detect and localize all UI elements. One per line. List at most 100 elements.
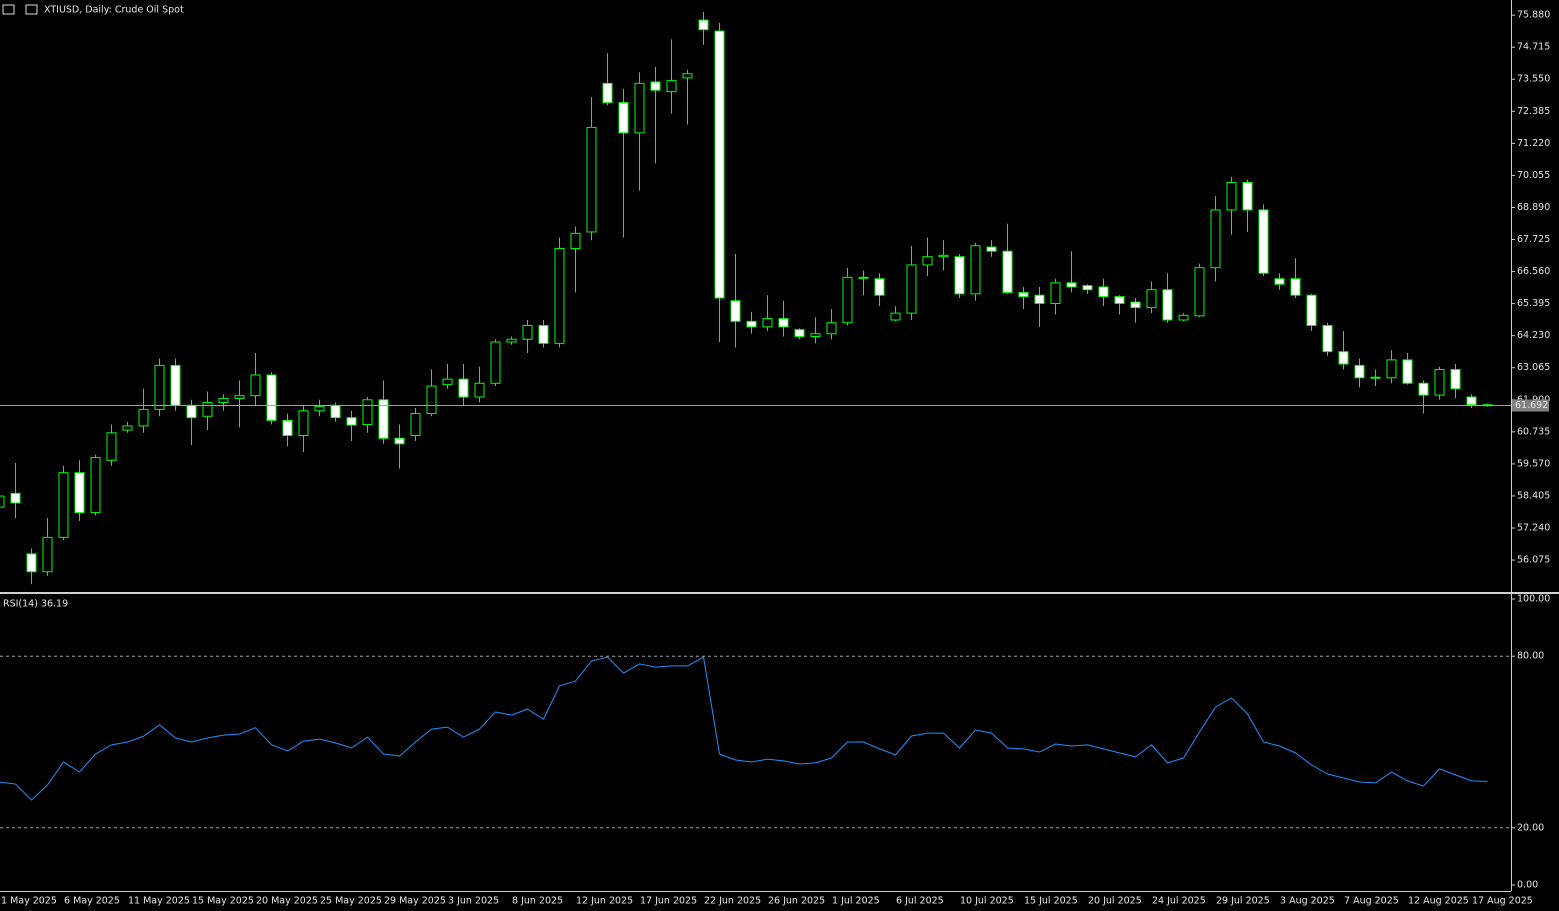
candle-body xyxy=(474,382,485,398)
y-tick-label: 20.00 xyxy=(1517,822,1544,833)
candle-body xyxy=(122,425,133,431)
indicator-title: RSI(14) 36.19 xyxy=(3,599,68,610)
price-label-box xyxy=(1512,399,1549,412)
candle-body xyxy=(154,364,165,410)
candle-body xyxy=(1050,282,1061,304)
candle-body xyxy=(1210,209,1221,269)
x-tick-label: 24 Jul 2025 xyxy=(1152,896,1206,907)
candle-body xyxy=(1034,294,1045,304)
candle-body xyxy=(842,276,853,324)
candle-body xyxy=(458,378,469,398)
x-tick-label: 10 Jul 2025 xyxy=(960,896,1014,907)
x-tick-label: 7 Aug 2025 xyxy=(1344,896,1399,907)
candle-body xyxy=(186,404,197,419)
candle-body xyxy=(1370,376,1381,379)
y-tick-label: 58.405 xyxy=(1517,490,1550,501)
y-tick-label: 0.00 xyxy=(1517,880,1538,891)
y-tick-label: 56.075 xyxy=(1517,555,1550,566)
candle-body xyxy=(986,246,997,252)
candle-body xyxy=(602,82,613,104)
candle-body xyxy=(218,397,229,404)
candle-body xyxy=(1386,359,1397,379)
candle-body xyxy=(10,492,21,504)
y-tick-label: 71.220 xyxy=(1517,138,1550,149)
x-tick-label: 6 Jul 2025 xyxy=(896,896,944,907)
x-tick-label: 1 May 2025 xyxy=(1,896,57,907)
x-tick-label: 15 Jul 2025 xyxy=(1024,896,1078,907)
candle-body xyxy=(714,30,725,299)
candle-body xyxy=(170,364,181,406)
candle-body xyxy=(1290,278,1301,296)
candle-body xyxy=(746,320,757,328)
candle-body xyxy=(314,406,325,412)
y-tick-label: 66.560 xyxy=(1517,266,1550,277)
chart-title: XTIUSD, Daily: Crude Oil Spot xyxy=(44,5,184,16)
candle-body xyxy=(874,278,885,296)
y-tick-label: 74.715 xyxy=(1517,42,1550,53)
candle-body xyxy=(1066,282,1077,288)
x-tick-label: 17 Aug 2025 xyxy=(1472,896,1533,907)
y-tick-label: 65.395 xyxy=(1517,298,1550,309)
icon xyxy=(2,4,15,15)
x-tick-label: 3 Aug 2025 xyxy=(1280,896,1335,907)
x-tick-label: 15 May 2025 xyxy=(192,896,254,907)
x-tick-label: 25 May 2025 xyxy=(320,896,382,907)
candle-body xyxy=(202,402,213,417)
x-tick-label: 26 Jun 2025 xyxy=(768,896,825,907)
candle-body xyxy=(538,324,549,344)
y-tick-label: 67.725 xyxy=(1517,234,1550,245)
candle-body xyxy=(762,318,773,328)
candle-body xyxy=(698,19,709,31)
candle-body xyxy=(810,333,821,337)
candle-body xyxy=(826,322,837,335)
candle-body xyxy=(938,254,949,258)
candle-body xyxy=(682,73,693,79)
candle-body xyxy=(1082,285,1093,291)
candle-body xyxy=(778,318,789,328)
candle-body xyxy=(1242,181,1253,211)
candle-body xyxy=(506,338,517,343)
y-tick-label: 59.570 xyxy=(1517,458,1550,469)
x-tick-label: 8 Jun 2025 xyxy=(512,896,563,907)
y-tick-label: 57.240 xyxy=(1517,522,1550,533)
candle-body xyxy=(890,312,901,321)
candle-body xyxy=(570,232,581,249)
candle-body xyxy=(442,378,453,386)
candle-body xyxy=(1402,359,1413,384)
candle-body xyxy=(1434,369,1445,396)
candle-body xyxy=(42,536,53,573)
candle-body xyxy=(234,395,245,399)
candle-body xyxy=(1274,278,1285,285)
x-tick-label: 20 May 2025 xyxy=(256,896,318,907)
candle-body xyxy=(1130,301,1141,309)
candle-body xyxy=(650,81,661,91)
candle-body xyxy=(330,404,341,419)
candle-body xyxy=(906,264,917,314)
x-tick-label: 1 Jul 2025 xyxy=(832,896,880,907)
candle-body xyxy=(410,413,421,437)
candle-body xyxy=(378,399,389,439)
candle-body xyxy=(858,276,869,279)
x-tick-label: 3 Jun 2025 xyxy=(448,896,499,907)
y-tick-label: 70.055 xyxy=(1517,170,1550,181)
x-tick-label: 6 May 2025 xyxy=(64,896,120,907)
x-tick-label: 29 May 2025 xyxy=(384,896,446,907)
candle-body xyxy=(1002,250,1013,293)
candle-body xyxy=(954,256,965,295)
candle-body xyxy=(1098,286,1109,298)
candle-body xyxy=(346,417,357,426)
candle-body xyxy=(106,432,117,461)
candle-body xyxy=(618,102,629,134)
candle-body xyxy=(1258,209,1269,274)
candle-body xyxy=(1162,289,1173,321)
x-tick-label: 29 Jul 2025 xyxy=(1216,896,1270,907)
y-tick-label: 63.065 xyxy=(1517,362,1550,373)
x-tick-label: 11 May 2025 xyxy=(128,896,190,907)
x-tick-label: 20 Jul 2025 xyxy=(1088,896,1142,907)
candle-body xyxy=(970,245,981,295)
candle-body xyxy=(1178,314,1189,321)
candle-body xyxy=(1194,267,1205,317)
x-tick-label: 17 Jun 2025 xyxy=(640,896,697,907)
y-tick-label: 72.385 xyxy=(1517,106,1550,117)
candle-body xyxy=(1322,324,1333,353)
